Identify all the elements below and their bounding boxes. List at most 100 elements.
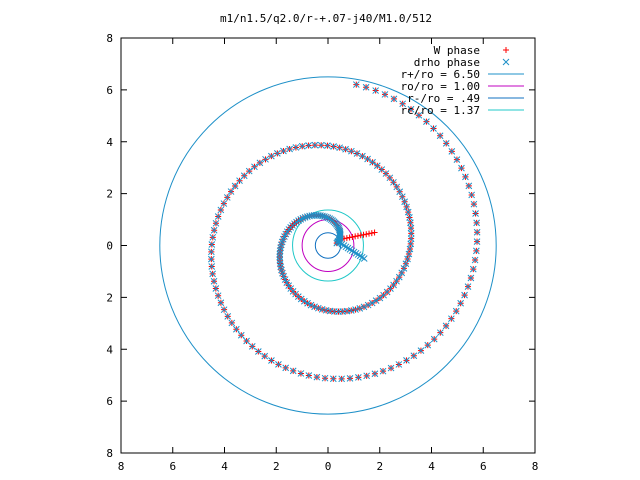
drho-phase-point bbox=[210, 277, 218, 285]
legend-label: r-/ro = .49 bbox=[407, 92, 480, 105]
drho-phase-point bbox=[261, 352, 269, 360]
drho-phase-point bbox=[396, 188, 404, 196]
drho-phase-point bbox=[236, 177, 243, 185]
drho-phase-point bbox=[353, 150, 361, 157]
drho-phase-point bbox=[297, 295, 305, 303]
x-tick-label: 6 bbox=[169, 460, 176, 473]
drho-phase-point bbox=[208, 248, 215, 256]
drho-phase-point bbox=[401, 198, 408, 206]
drho-phase-point bbox=[273, 150, 281, 157]
drho-phase-point bbox=[223, 194, 231, 201]
drho-phase-point bbox=[352, 81, 360, 88]
drho-phase-point bbox=[472, 247, 480, 255]
drho-phase-point bbox=[220, 200, 228, 207]
drho-phase-point bbox=[410, 352, 418, 360]
drho-phase-point bbox=[442, 322, 450, 330]
drho-phase-point bbox=[362, 83, 370, 91]
drho-phase-point bbox=[342, 145, 349, 153]
drho-phase-point bbox=[231, 182, 239, 190]
drho-phase-point bbox=[311, 303, 318, 311]
drho-phase-point bbox=[462, 173, 469, 181]
drho-phase-point bbox=[364, 155, 371, 163]
drho-phase-point bbox=[407, 230, 415, 237]
drho-phase-point bbox=[430, 335, 438, 343]
legend-label: rc/ro = 1.37 bbox=[401, 104, 480, 117]
legend-label: ro/ro = 1.00 bbox=[401, 80, 480, 93]
drho-phase-point bbox=[376, 294, 384, 302]
drho-phase-point bbox=[208, 263, 216, 270]
y-tick-labels: 8 6 4 2 0 2 4 6 8 bbox=[106, 32, 113, 460]
drho-phase-point bbox=[430, 125, 437, 132]
drho-phase-point bbox=[322, 213, 330, 221]
drho-phase-point bbox=[404, 255, 411, 263]
drho-phase-point bbox=[390, 95, 398, 103]
drho-phase-point bbox=[210, 226, 218, 234]
drho-phase-point bbox=[251, 163, 258, 171]
drho-phase-point bbox=[286, 145, 293, 153]
drho-phase-point bbox=[283, 279, 291, 287]
chart-title: m1/n1.5/q2.0/r-+.07-j40/M1.0/512 bbox=[220, 12, 432, 25]
y-tick-label: 2 bbox=[106, 291, 113, 304]
drho-phase-point bbox=[363, 372, 371, 380]
drho-phase-point bbox=[398, 269, 406, 277]
drho-phase-point bbox=[407, 235, 415, 243]
drho-phase-point bbox=[275, 361, 282, 368]
x-tick-label: 8 bbox=[532, 460, 539, 473]
w-phase-point bbox=[366, 230, 373, 237]
drho-phase-point bbox=[402, 260, 410, 268]
x-tick-label: 0 bbox=[325, 460, 332, 473]
drho-phase-point bbox=[313, 373, 321, 381]
drho-phase-point bbox=[359, 152, 366, 160]
drho-phase-point bbox=[403, 203, 410, 211]
drho-phase-point bbox=[318, 306, 326, 313]
drho-phase-point bbox=[407, 105, 415, 113]
drho-phase-point bbox=[379, 367, 387, 375]
drho-phase-point bbox=[307, 301, 315, 309]
y-tick-label: 2 bbox=[106, 188, 113, 201]
drho-phase-point bbox=[395, 273, 403, 281]
drho-phase-point bbox=[304, 299, 311, 307]
drho-phase-point bbox=[453, 156, 461, 163]
drho-phase-point bbox=[298, 142, 306, 150]
drho-phase-point bbox=[473, 238, 481, 245]
drho-phase-point bbox=[407, 240, 415, 248]
w-phase-point bbox=[360, 231, 367, 238]
drho-phase-point bbox=[300, 297, 308, 305]
drho-phase-point bbox=[292, 144, 300, 151]
drho-phase-point bbox=[314, 304, 322, 312]
drho-phase-point bbox=[436, 132, 444, 140]
x-tick-labels: 8 6 4 2 0 2 4 6 8 bbox=[118, 460, 539, 473]
y-tick-label: 8 bbox=[106, 32, 113, 45]
drho-phase-point bbox=[256, 159, 264, 167]
drho-phase-point bbox=[268, 357, 275, 364]
legend-marker bbox=[503, 47, 509, 53]
drho-phase-point bbox=[404, 208, 412, 216]
axis-ticks bbox=[120, 37, 536, 454]
drho-phase-point bbox=[468, 191, 476, 199]
legend-label: W phase bbox=[434, 44, 480, 57]
drho-phase-point bbox=[415, 111, 423, 119]
w-phase-point bbox=[371, 229, 378, 236]
drho-phase-point bbox=[442, 140, 450, 147]
drho-phase-point bbox=[360, 303, 368, 311]
legend-label: r+/ro = 6.50 bbox=[401, 68, 480, 81]
drho-phase-point bbox=[228, 319, 236, 327]
drho-phase-point bbox=[212, 285, 220, 292]
drho-phase-point bbox=[304, 213, 311, 220]
y-tick-label: 8 bbox=[106, 447, 113, 460]
drho-phase-point bbox=[285, 282, 293, 290]
drho-phase-point bbox=[473, 228, 481, 236]
reference-circle bbox=[292, 209, 364, 282]
drho-phase-point bbox=[471, 256, 479, 264]
reference-circle bbox=[301, 219, 355, 272]
drho-phase-point bbox=[276, 250, 284, 258]
x-tick-label: 6 bbox=[480, 460, 487, 473]
drho-phase-point bbox=[390, 281, 397, 289]
drho-phase-point bbox=[390, 178, 397, 186]
drho-phase-point bbox=[423, 118, 430, 126]
y-tick-label: 4 bbox=[106, 343, 113, 356]
drho-phase-point bbox=[346, 375, 354, 382]
drho-phase-point bbox=[232, 325, 240, 333]
w-phase-point bbox=[357, 232, 364, 239]
